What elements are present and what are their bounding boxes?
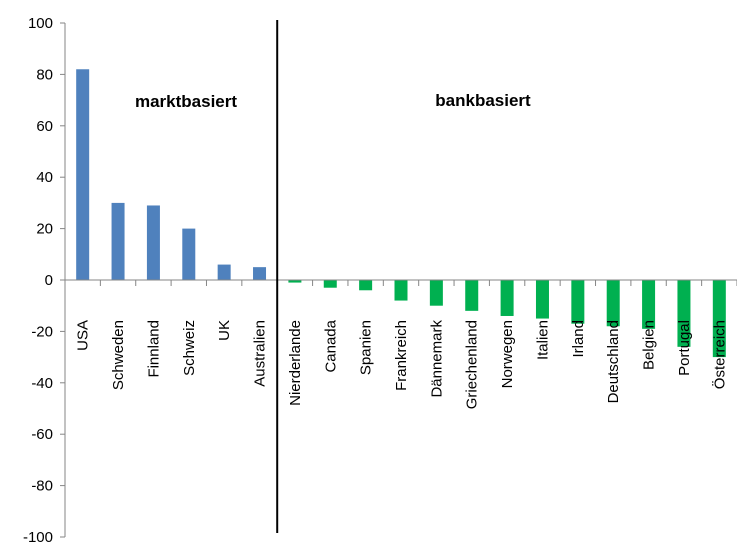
bar-canada [323, 280, 337, 288]
bars [76, 69, 726, 358]
bar-belgien [642, 280, 656, 329]
annotation-bankbasiert: bankbasiert [435, 91, 531, 110]
y-tick-label: 0 [45, 272, 53, 289]
y-tick-label: -20 [31, 323, 53, 340]
category-label: Spanien [358, 320, 375, 375]
category-label: Finnland [145, 320, 162, 378]
category-label: Canada [322, 319, 339, 372]
category-label: Nierderlande [287, 320, 304, 406]
y-tick-label: 100 [28, 15, 53, 32]
bar-norwegen [500, 280, 514, 316]
y-tick-label: 40 [36, 169, 53, 186]
bar-griechenland [465, 280, 479, 311]
category-label: Norwegen [499, 320, 516, 388]
y-axis-ticks: 100 80 60 40 20 0 -20 -40 -60 -80 -100 [23, 15, 65, 543]
bar-irland [571, 280, 585, 324]
category-label: Irland [570, 320, 587, 358]
bar-dännemark [429, 280, 443, 306]
annotation-marktbasiert: marktbasiert [135, 92, 237, 111]
bar-österreich [712, 280, 726, 358]
bar-schweden [111, 202, 125, 280]
category-label: USA [75, 320, 92, 351]
category-labels: USA Schweden Finnland Schweiz UK Australien Ni… [75, 319, 729, 409]
y-tick-label: -60 [31, 426, 53, 443]
y-tick-label: 20 [36, 221, 53, 238]
category-label: UK [216, 320, 233, 341]
bar-deutschland [606, 280, 620, 327]
category-label: Griechenland [464, 320, 481, 409]
bar-uk [217, 264, 231, 280]
category-label: Frankreich [393, 320, 410, 391]
bar-schweiz [182, 228, 196, 280]
y-tick-label: 60 [36, 118, 53, 135]
category-label: Schweiz [181, 320, 198, 376]
category-label: Italien [534, 320, 551, 360]
y-tick-label: -80 [31, 478, 53, 495]
bar-spanien [359, 280, 373, 291]
bar-frankreich [394, 280, 408, 301]
bar-australien [253, 267, 267, 280]
category-label: Australien [252, 320, 269, 387]
y-tick-label: -100 [23, 529, 53, 543]
bar-nierderlande [288, 280, 302, 283]
bar-finnland [146, 205, 160, 280]
category-label: Portugal [676, 320, 693, 376]
category-label: Belgien [641, 320, 658, 370]
category-label: Schweden [110, 320, 127, 390]
y-tick-label: 80 [36, 66, 53, 83]
category-label: Dännemark [428, 320, 445, 398]
category-label: Österreich [710, 320, 728, 389]
y-tick-label: -40 [31, 375, 53, 392]
category-label: Deutschland [605, 320, 622, 403]
bar-usa [76, 69, 90, 280]
bar-italien [535, 280, 549, 319]
bar-portugal [677, 280, 691, 347]
